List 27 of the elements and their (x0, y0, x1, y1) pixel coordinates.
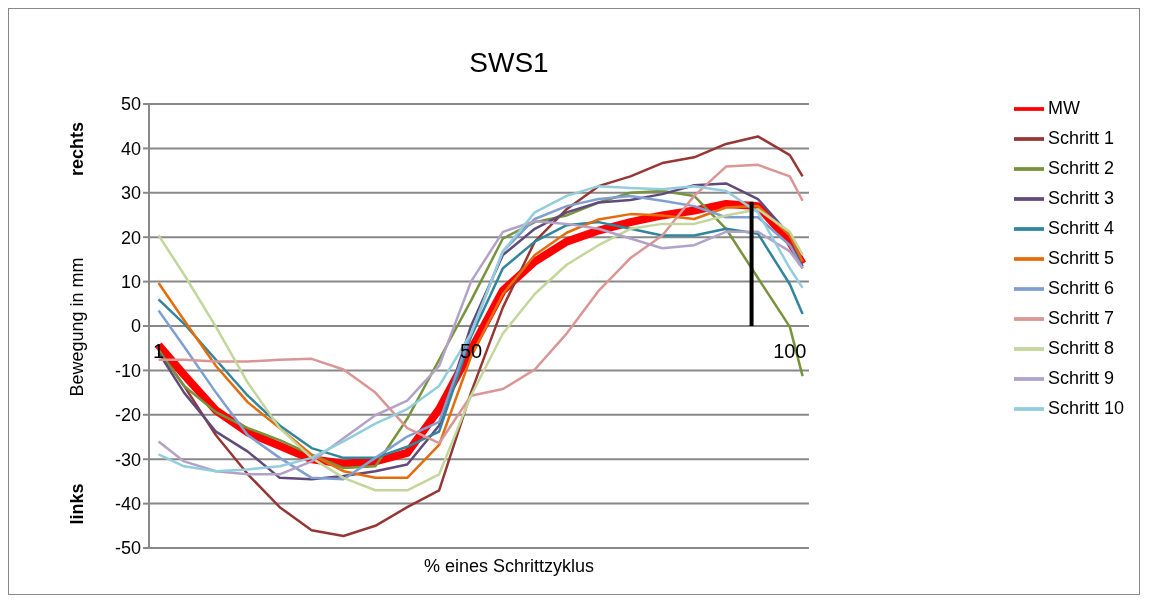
legend-label: Schritt 6 (1047, 277, 1114, 298)
legend-label: Schritt 5 (1047, 247, 1114, 268)
y-tick-label: -40 (114, 493, 141, 514)
legend-label: Schritt 10 (1047, 397, 1124, 418)
text: rechts (66, 121, 88, 177)
y-tick-label: -20 (114, 405, 141, 426)
y-tick-label: -10 (114, 360, 141, 381)
y-tick-label: 10 (120, 271, 141, 292)
legend-label: Schritt 3 (1047, 187, 1114, 208)
y-tick-label: -50 (114, 538, 141, 559)
text: links (66, 483, 88, 525)
legend-label: Schritt 2 (1047, 157, 1114, 178)
y-tick-label: -30 (114, 449, 141, 470)
x-axis-title: % eines Schrittzyklus (423, 556, 595, 576)
legend-label: Schritt 7 (1047, 307, 1114, 328)
y-tick-label: 20 (120, 227, 141, 248)
y-tick-label: 30 (120, 183, 141, 204)
legend-label: MW (1047, 97, 1080, 118)
chart-title: SWS1 (468, 47, 550, 79)
y-tick-label: 50 (120, 94, 141, 115)
y-axis-title: Bewegung in mm (66, 256, 88, 397)
y-tick-label: 40 (120, 138, 141, 159)
legend-label: Schritt 8 (1047, 337, 1114, 358)
legend-label: Schritt 1 (1047, 127, 1114, 148)
legend-label: Schritt 9 (1047, 367, 1114, 388)
legend-label: Schritt 4 (1047, 217, 1114, 238)
y-tick-label: 0 (130, 316, 141, 337)
